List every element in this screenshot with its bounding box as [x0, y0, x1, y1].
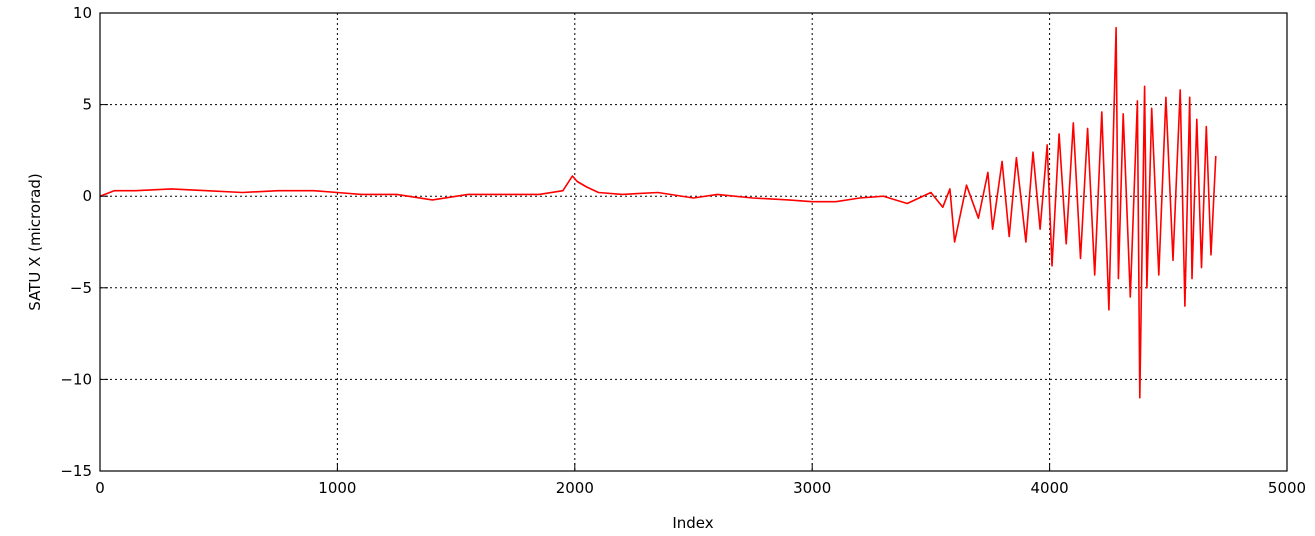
- y-tick-label: 5: [82, 96, 92, 114]
- x-axis-label: Index: [672, 514, 713, 532]
- x-tick-label: 4000: [1031, 479, 1069, 497]
- y-tick-label: −10: [60, 370, 92, 388]
- plot-area: [100, 13, 1287, 471]
- y-tick-label: 10: [73, 4, 92, 22]
- x-tick-label: 5000: [1268, 479, 1306, 497]
- y-tick-label: −5: [70, 279, 92, 297]
- series-line: [99, 26, 1217, 399]
- y-tick-label: 0: [82, 187, 92, 205]
- y-tick-label: −15: [60, 462, 92, 480]
- x-tick-label: 3000: [793, 479, 831, 497]
- x-tick-label: 0: [95, 479, 105, 497]
- plot-frame: [99, 12, 1288, 472]
- x-tick-label: 2000: [556, 479, 594, 497]
- y-axis-label: SATU X (microrad): [26, 173, 44, 310]
- grid: [100, 13, 1287, 471]
- ticks: 0 1000 2000 3000 4000 5000 −15 −10 −5 0 5 10: [60, 4, 1306, 497]
- series-group: [99, 26, 1217, 399]
- x-tick-label: 1000: [318, 479, 356, 497]
